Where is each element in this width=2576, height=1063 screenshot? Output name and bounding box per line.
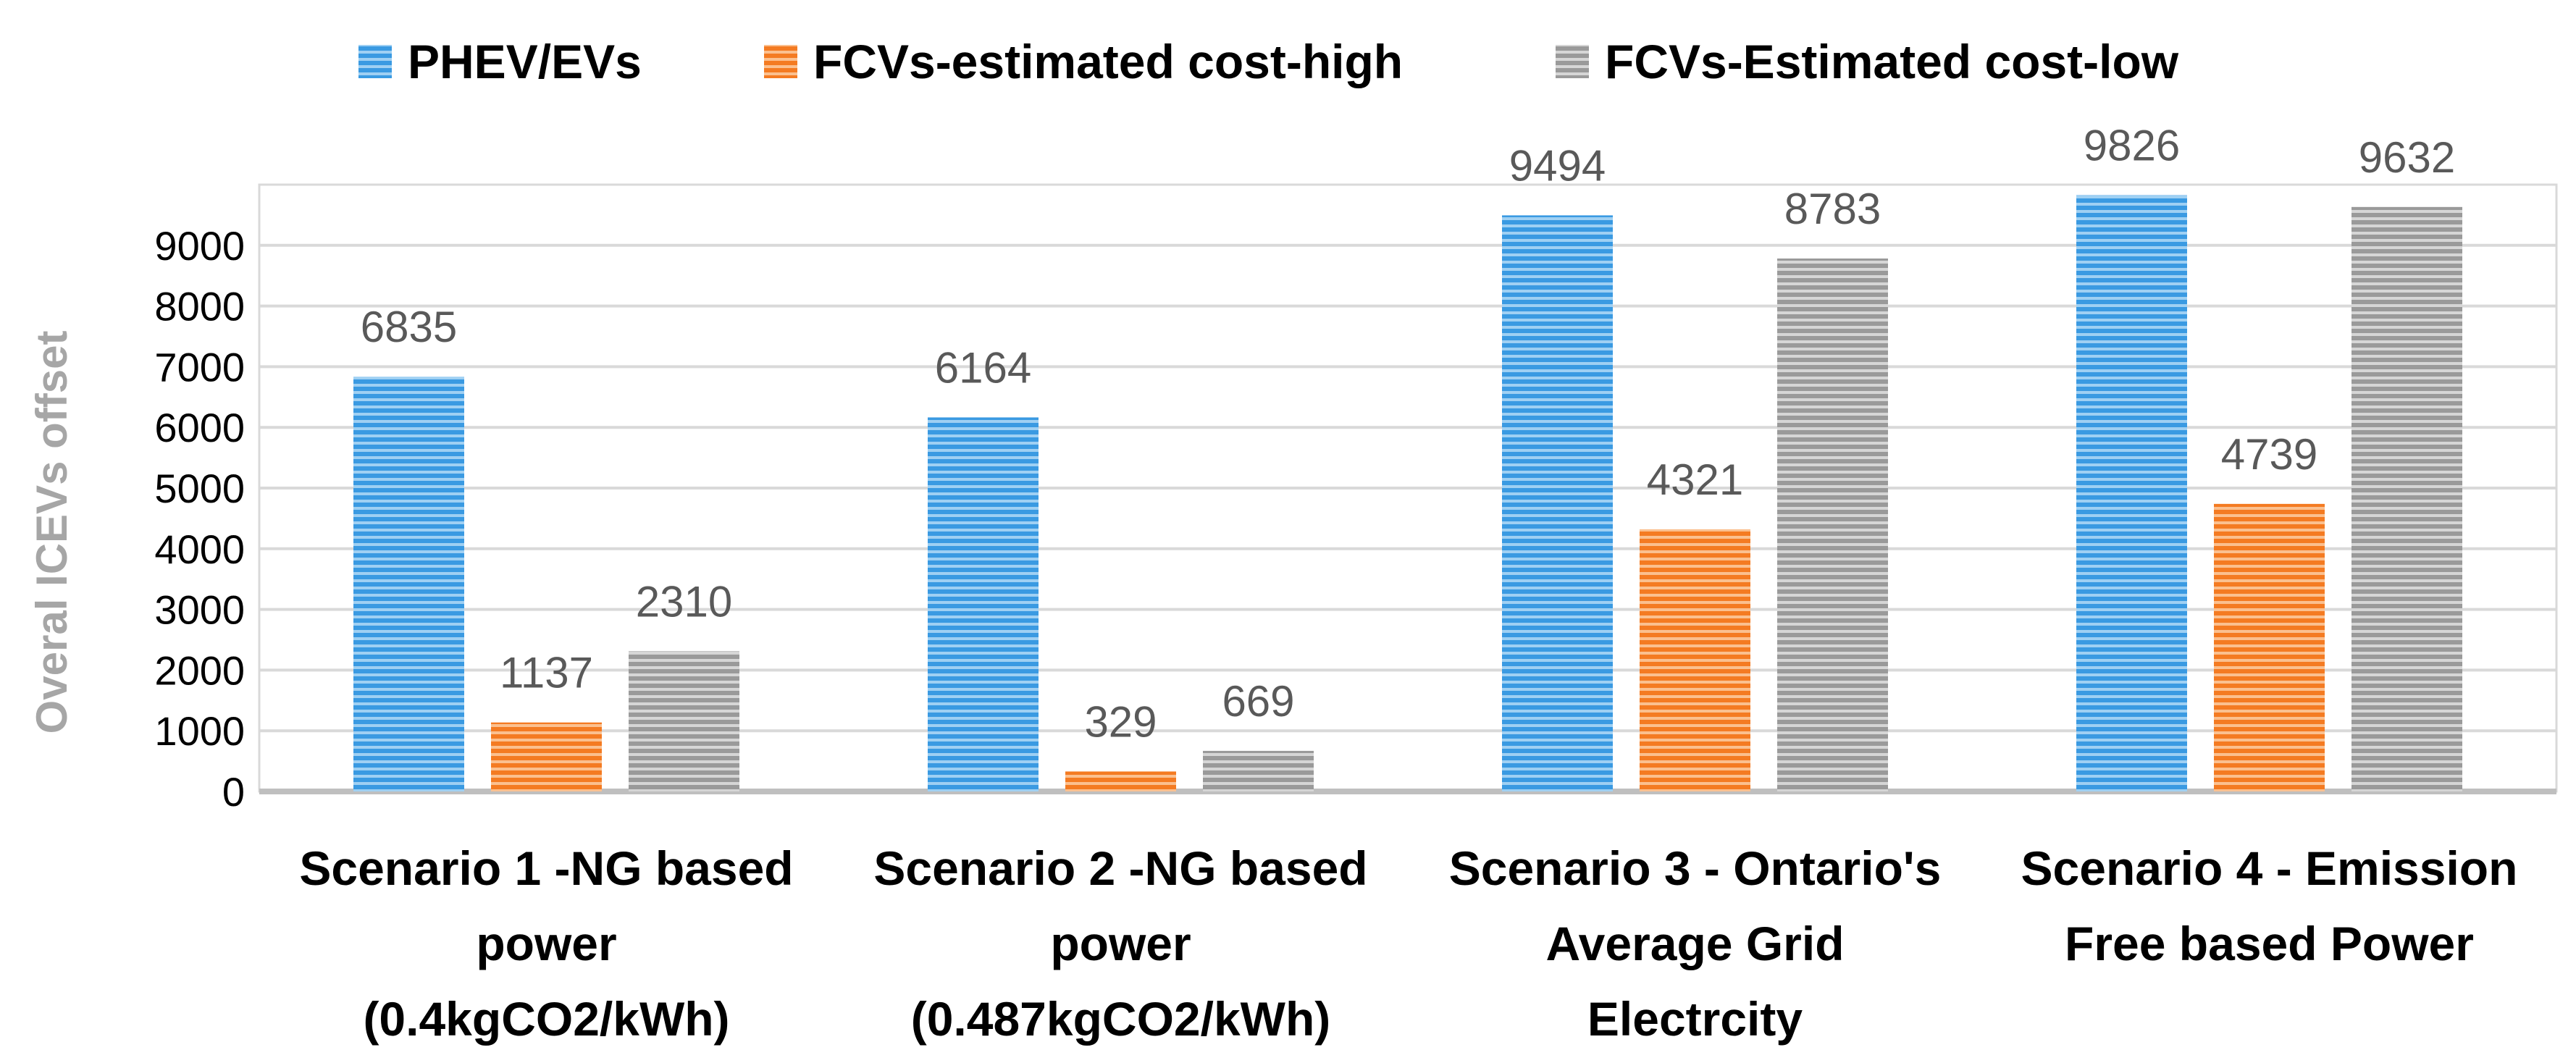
bar bbox=[2351, 206, 2462, 792]
legend-swatch bbox=[1556, 45, 1589, 78]
y-axis-ticks: 0 1000 2000 3000 4000 5000 6000 7000 8000 9000 bbox=[154, 223, 245, 815]
y-tick-label: 3000 bbox=[154, 587, 245, 633]
y-tick-label: 6000 bbox=[154, 405, 245, 450]
bar bbox=[353, 377, 464, 791]
x-category-label: (0.4kgCO2/kWh) bbox=[363, 992, 729, 1046]
x-category-label: Scenario 4 - Emission bbox=[2021, 841, 2518, 895]
data-label: 4321 bbox=[1647, 455, 1743, 504]
data-label: 9826 bbox=[2084, 122, 2180, 170]
data-label: 1137 bbox=[500, 649, 593, 697]
x-category-label: Electrcity bbox=[1587, 992, 1803, 1046]
x-axis-categories: Scenario 1 -NG based power (0.4kgCO2/kWh) S… bbox=[299, 841, 2517, 1046]
data-label: 8783 bbox=[1784, 185, 1881, 233]
bar bbox=[1640, 529, 1750, 791]
legend-swatch bbox=[764, 45, 797, 78]
y-tick-label: 5000 bbox=[154, 466, 245, 511]
x-category-label: power bbox=[476, 917, 616, 970]
legend-label: PHEV/EVs bbox=[408, 35, 642, 88]
data-labels: 6835 1137 2310 6164 329 669 9494 4321 8783 9826 47… bbox=[361, 122, 2455, 747]
bar bbox=[1065, 771, 1176, 791]
y-tick-label: 8000 bbox=[154, 284, 245, 329]
bar bbox=[2214, 503, 2325, 791]
data-label: 6164 bbox=[935, 343, 1031, 392]
y-tick-label: 7000 bbox=[154, 344, 245, 390]
legend: PHEV/EVs FCVs-estimated cost-high FCVs-Est… bbox=[358, 35, 2179, 88]
legend-swatch bbox=[358, 45, 392, 78]
data-label: 9494 bbox=[1509, 141, 1606, 190]
data-label: 329 bbox=[1084, 697, 1157, 746]
x-category-label: (0.487kgCO2/kWh) bbox=[911, 992, 1331, 1046]
x-category-label: Scenario 1 -NG based bbox=[299, 841, 793, 895]
legend-label: FCVs-Estimated cost-low bbox=[1605, 35, 2179, 88]
y-tick-label: 9000 bbox=[154, 223, 245, 269]
bar bbox=[2076, 195, 2187, 792]
y-tick-label: 0 bbox=[222, 769, 245, 815]
y-tick-label: 1000 bbox=[154, 708, 245, 754]
x-category-label: power bbox=[1050, 917, 1191, 970]
bar bbox=[1203, 750, 1314, 791]
bar bbox=[1502, 215, 1613, 791]
data-label: 2310 bbox=[636, 577, 732, 626]
x-category-label: Average Grid bbox=[1545, 917, 1844, 970]
x-category-label: Free based Power bbox=[2065, 917, 2474, 970]
y-axis-label: Overal ICEVs offset bbox=[28, 331, 76, 734]
bars bbox=[353, 195, 2462, 792]
bar bbox=[491, 722, 602, 791]
data-label: 6835 bbox=[361, 303, 457, 351]
x-category-label: Scenario 2 -NG based bbox=[873, 841, 1367, 895]
bar bbox=[928, 417, 1039, 791]
gridlines bbox=[258, 183, 2558, 794]
legend-label: FCVs-estimated cost-high bbox=[813, 35, 1403, 88]
data-label: 4739 bbox=[2221, 430, 2317, 479]
y-tick-label: 2000 bbox=[154, 647, 245, 693]
data-label: 669 bbox=[1222, 677, 1294, 726]
bar bbox=[629, 651, 739, 791]
y-tick-label: 4000 bbox=[154, 526, 245, 572]
data-label: 9632 bbox=[2359, 133, 2455, 182]
bar bbox=[1777, 258, 1888, 791]
x-category-label: Scenario 3 - Ontario's bbox=[1449, 841, 1942, 895]
